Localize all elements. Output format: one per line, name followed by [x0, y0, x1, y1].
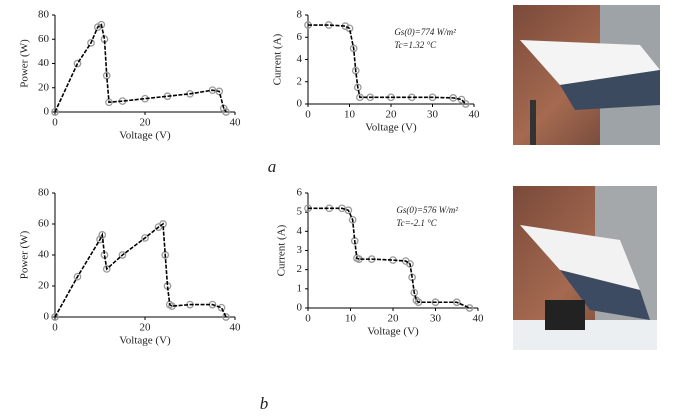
x-tick-label: 40 — [469, 109, 481, 121]
y-tick-label: 0 — [44, 311, 50, 323]
y-axis-title: Current (A) — [276, 224, 288, 276]
data-point — [222, 108, 230, 116]
y-tick-label: 6 — [297, 31, 303, 43]
x-tick-label: 30 — [427, 109, 439, 121]
y-tick-label: 3 — [297, 244, 303, 256]
data-point — [348, 215, 357, 224]
x-tick-label: 0 — [52, 322, 58, 334]
x-axis-title: Voltage (V) — [365, 122, 417, 134]
chart: 0 20 40 60 80 0 20 40 Voltage (V) Power (W) — [19, 187, 241, 347]
y-tick-label: 5 — [297, 206, 303, 218]
data-point — [51, 313, 59, 321]
x-tick-label: 40 — [230, 117, 242, 129]
y-tick-label: 80 — [38, 9, 50, 21]
x-tick-label: 40 — [473, 313, 485, 325]
y-tick-label: 6 — [297, 187, 303, 199]
data-point — [461, 100, 470, 108]
y-tick-label: 2 — [297, 75, 303, 87]
data-point — [73, 272, 82, 281]
y-tick-label: 0 — [44, 106, 50, 118]
data-point — [452, 298, 461, 307]
chart: 0 20 40 60 80 0 20 40 Voltage (V) Power (W) — [19, 9, 241, 142]
data-point — [102, 265, 111, 273]
x-tick-label: 30 — [430, 313, 442, 325]
y-tick-label: 8 — [297, 9, 303, 21]
x-tick-label: 20 — [140, 322, 152, 334]
y-axis-title: Power (W) — [19, 39, 31, 88]
photo-b — [513, 186, 657, 350]
data-point — [215, 87, 224, 96]
y-tick-label: 60 — [38, 218, 50, 230]
data-point — [98, 231, 107, 239]
x-tick-label: 10 — [345, 313, 357, 325]
x-tick-label: 20 — [140, 117, 152, 129]
y-axis-title: Power (W) — [19, 230, 31, 279]
y-tick-label: 20 — [38, 81, 50, 93]
data-line — [54, 222, 227, 318]
y-tick-label: 80 — [38, 187, 50, 199]
x-tick-label: 40 — [230, 322, 242, 334]
panel-label: a — [268, 157, 277, 176]
photo-a — [513, 5, 660, 145]
data-point — [141, 234, 149, 242]
annotation: Gs(0)=774 W/m² — [394, 27, 456, 37]
x-tick-label: 20 — [386, 109, 398, 121]
data-point — [406, 260, 414, 268]
data-point — [344, 206, 353, 215]
chart: 0 2 4 6 8 0 10 20 30 40 Voltage (V) Current (A) Gs(0… — [272, 9, 480, 134]
data-point — [105, 98, 113, 107]
annotation: Tc=1.32 °C — [394, 40, 437, 50]
annotation: Tc=-2.1 °C — [396, 218, 437, 228]
y-tick-label: 0 — [297, 98, 303, 110]
data-line — [308, 207, 470, 309]
chart: 0 1 2 3 4 5 6 0 10 20 30 40 Voltage (V) Current (A) Gs… — [276, 187, 484, 338]
data-point — [465, 304, 474, 312]
annotation: Gs(0)=576 W/m² — [396, 205, 458, 215]
y-tick-label: 4 — [297, 53, 303, 65]
data-point — [449, 94, 458, 102]
data-line — [308, 24, 467, 105]
data-line — [54, 23, 227, 113]
data-point — [412, 296, 421, 305]
x-tick-label: 0 — [52, 117, 58, 129]
data-point — [222, 313, 230, 321]
y-tick-label: 60 — [38, 33, 50, 45]
x-tick-label: 20 — [388, 313, 400, 325]
y-tick-label: 40 — [38, 249, 50, 261]
y-tick-label: 20 — [38, 280, 50, 292]
data-point — [410, 288, 419, 297]
y-tick-label: 40 — [38, 57, 50, 69]
y-tick-label: 4 — [297, 225, 303, 237]
data-point — [51, 108, 59, 116]
x-axis-title: Voltage (V) — [119, 130, 171, 142]
x-axis-title: Voltage (V) — [367, 326, 419, 338]
y-tick-label: 0 — [297, 302, 303, 314]
x-tick-label: 0 — [305, 109, 311, 121]
y-axis-title: Current (A) — [272, 33, 284, 85]
data-point — [87, 39, 95, 47]
data-point — [73, 59, 82, 68]
data-point — [349, 44, 358, 53]
panel-label: b — [260, 394, 269, 413]
data-point — [356, 93, 364, 102]
y-tick-label: 1 — [297, 282, 303, 294]
y-tick-label: 2 — [297, 263, 303, 275]
x-tick-label: 10 — [344, 109, 356, 121]
data-point — [217, 303, 226, 312]
data-point — [118, 251, 127, 259]
x-axis-title: Voltage (V) — [119, 335, 171, 347]
x-tick-label: 0 — [305, 313, 311, 325]
